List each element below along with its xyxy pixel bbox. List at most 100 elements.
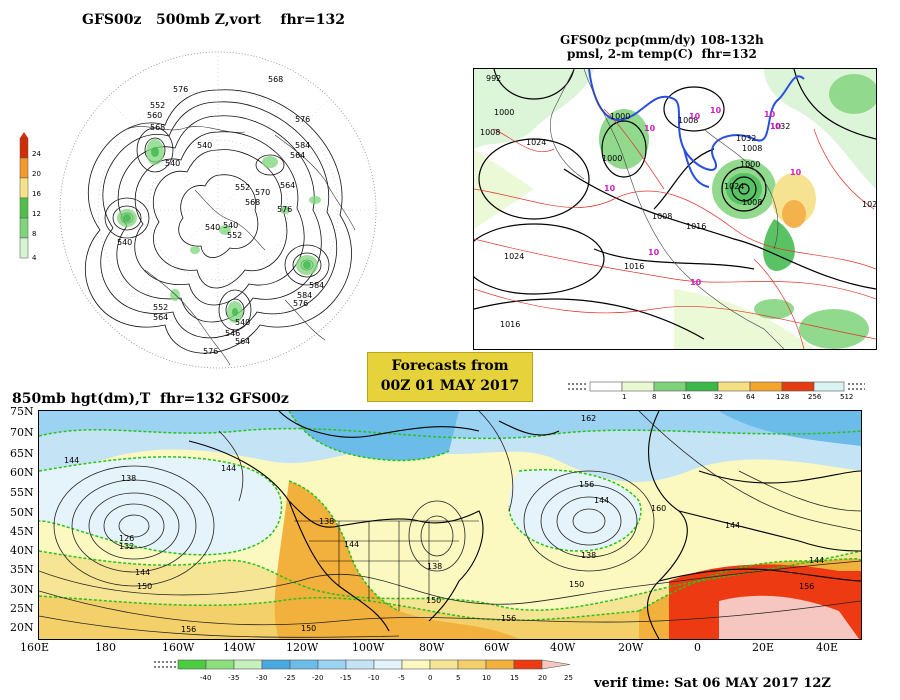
contour-label: 560 <box>147 111 162 120</box>
contour-label: 576 <box>295 115 310 124</box>
height-label: 156 <box>501 614 516 623</box>
vort-legend-label: 20 <box>32 170 41 178</box>
contour-label: 552 <box>235 183 250 192</box>
contour-label: 576 <box>173 85 188 94</box>
lon-label: 60W <box>484 641 510 654</box>
lat-label: 75N <box>10 405 34 418</box>
temp-legend-label: -30 <box>256 674 268 682</box>
isobar-label: 1008 <box>742 198 762 207</box>
forecast-init-line-1: Forecasts from <box>391 358 509 374</box>
lat-label: 70N <box>10 426 34 439</box>
precip-legend-label: 64 <box>746 393 755 401</box>
temp-label: 10 <box>710 106 722 115</box>
height-label: 132 <box>119 542 134 551</box>
height-label: 150 <box>137 582 152 591</box>
vort-legend-label: 12 <box>32 210 41 218</box>
isobar-label: 1008 <box>678 116 698 125</box>
contour-label: 540 <box>223 221 238 230</box>
contour-label: 540 <box>117 238 132 247</box>
lon-label: 20E <box>752 641 775 654</box>
contour-label: 568 <box>150 123 165 132</box>
contour-label: 546 <box>225 329 240 338</box>
panel-850mb-title: 850mb hgt(dm),T fhr=132 GFS00z <box>12 391 289 407</box>
temp-label: 10 <box>689 112 701 121</box>
panel-precip-title-2: pmsl, 2-m temp(C) fhr=132 <box>567 47 757 61</box>
temp-legend-label: -35 <box>228 674 240 682</box>
precip-legend-label: 512 <box>840 393 854 401</box>
height-label: 144 <box>725 521 740 530</box>
contour-label: 540 <box>165 159 180 168</box>
precip-legend-label: 1 <box>622 393 627 401</box>
contour-label: 568 <box>268 75 283 84</box>
contour-label: 552 <box>150 101 165 110</box>
isobar-label: 1024 <box>724 182 744 191</box>
lon-label: 160E <box>20 641 50 654</box>
lat-label: 50N <box>10 506 34 519</box>
temp-label: 10 <box>644 124 656 133</box>
contour-label: 540 <box>235 318 250 327</box>
lat-axis: 75N 70N 65N 60N 55N 50N 45N 40N 35N 30N … <box>4 405 40 640</box>
contour-label: 564 <box>290 151 305 160</box>
isobar-label: 1016 <box>686 222 706 231</box>
height-label: 156 <box>181 625 196 634</box>
lon-label: 120W <box>286 641 319 654</box>
verif-time: verif time: Sat 06 MAY 2017 12Z <box>594 676 831 691</box>
forecast-init-box: Forecasts from 00Z 01 MAY 2017 <box>367 352 533 402</box>
contour-label: 584 <box>297 291 312 300</box>
isobar-label: 1024 <box>504 252 524 261</box>
precip-map: 992 1000 1008 1024 1000 1008 1000 1032 1… <box>473 68 877 350</box>
lat-label: 35N <box>10 563 34 576</box>
temp-legend-label: 0 <box>428 674 433 682</box>
height-label: 138 <box>427 562 442 571</box>
panel-500mb-title: GFS00z 500mb Z,vort fhr=132 <box>82 12 345 28</box>
temp-legend-label: 5 <box>456 674 461 682</box>
isobar-label: 1008 <box>742 144 762 153</box>
lat-label: 60N <box>10 466 34 479</box>
height-label: 144 <box>809 556 824 565</box>
height-label: 150 <box>301 624 316 633</box>
precip-legend-label: 256 <box>808 393 822 401</box>
height-label: 160 <box>651 504 666 513</box>
isobar-label: 102 <box>862 200 876 209</box>
height-label: 144 <box>594 496 609 505</box>
height-label: 144 <box>221 464 236 473</box>
lat-label: 20N <box>10 621 34 634</box>
contour-label: 568 <box>245 198 260 207</box>
temp-legend-label: 20 <box>538 674 547 682</box>
temp-legend-label: -20 <box>312 674 324 682</box>
height-label: 150 <box>569 580 584 589</box>
contour-label: 564 <box>153 313 168 322</box>
temp-legend-label: -15 <box>340 674 352 682</box>
temp-legend-label: -5 <box>398 674 405 682</box>
lon-label: 140W <box>223 641 256 654</box>
contour-label: 564 <box>235 337 250 346</box>
isobar-label: 1016 <box>624 262 644 271</box>
contour-label: 540 <box>205 223 220 232</box>
lon-axis: 160E 180 160W 140W 120W 100W 80W 60W 40W… <box>20 641 880 655</box>
temp-legend-label: -40 <box>200 674 212 682</box>
isobar-label: 1032 <box>770 122 790 131</box>
precip-colorbar-graphic <box>568 381 865 392</box>
height-label: 144 <box>135 568 150 577</box>
contour-label: 552 <box>153 303 168 312</box>
temp-colorbar-graphic <box>154 659 571 670</box>
temp-label: 10 <box>764 110 776 119</box>
isobar-label: 1024 <box>526 138 546 147</box>
polar-500mb-map: 568 576 576 584 552 560 568 540 540 564 … <box>59 51 377 369</box>
map-850mb-graphic: 144 138 132 126 144 150 156 144 138 144 … <box>39 411 861 639</box>
isobar-label: 1000 <box>610 112 630 121</box>
height-label: 156 <box>579 480 594 489</box>
contour-label: 584 <box>295 141 310 150</box>
map-850mb: 144 138 132 126 144 150 156 144 138 144 … <box>38 410 862 640</box>
lat-label: 65N <box>10 447 34 460</box>
isobar-label: 1000 <box>494 108 514 117</box>
panel-precip-title-1: GFS00z pcp(mm/dy) 108-132h <box>560 33 764 47</box>
contour-label: 570 <box>255 188 270 197</box>
height-label: 126 <box>119 534 134 543</box>
vort-colorbar-graphic <box>19 132 29 259</box>
isobar-label: 1000 <box>602 154 622 163</box>
height-label: 138 <box>581 551 596 560</box>
isobar-label: 992 <box>486 74 501 83</box>
lon-label: 100W <box>352 641 385 654</box>
precip-legend-label: 8 <box>652 393 657 401</box>
